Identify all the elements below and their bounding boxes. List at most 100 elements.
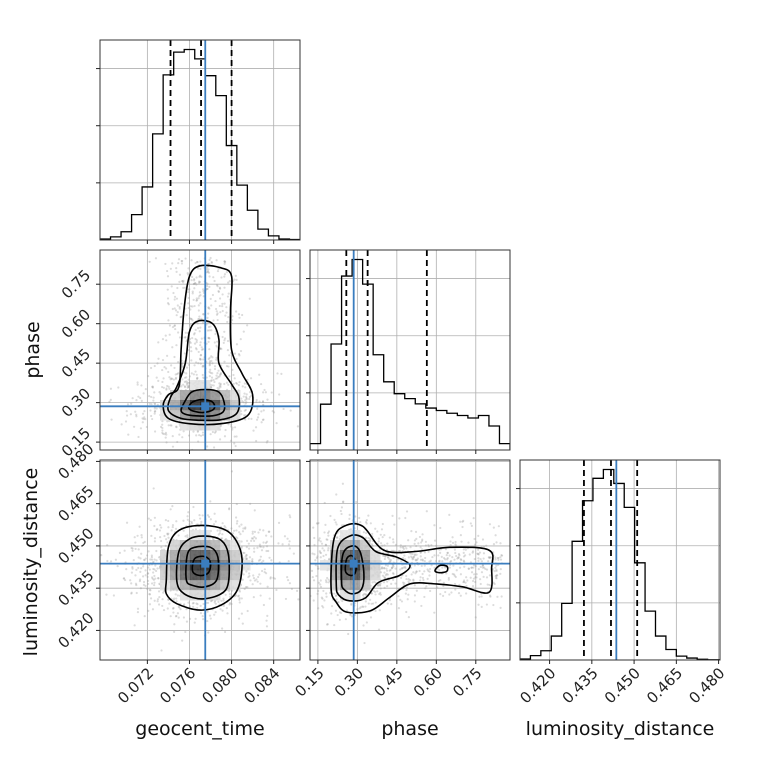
sample-point <box>109 398 112 401</box>
sample-point <box>455 554 458 558</box>
sample-point <box>460 540 463 543</box>
sample-point <box>169 508 172 511</box>
sample-point <box>280 372 283 376</box>
sample-point <box>207 357 210 361</box>
sample-point <box>171 377 174 380</box>
sample-point <box>426 568 429 571</box>
sample-point <box>240 612 243 615</box>
sample-point <box>319 551 322 554</box>
sample-point <box>202 313 205 316</box>
sample-point <box>130 571 134 574</box>
sample-point <box>161 604 164 608</box>
sample-point <box>334 594 337 598</box>
sample-point <box>458 566 462 569</box>
sample-point <box>175 314 178 317</box>
sample-point <box>176 440 179 444</box>
density-cell <box>220 390 231 401</box>
sample-point <box>208 374 211 378</box>
density-cell <box>210 420 221 431</box>
density-cell <box>360 550 371 561</box>
sample-point <box>201 348 205 351</box>
sample-point <box>226 295 230 298</box>
sample-point <box>407 578 410 581</box>
sample-point <box>188 337 192 341</box>
sample-point <box>391 538 395 541</box>
sample-point <box>423 551 427 554</box>
sample-point <box>223 262 226 265</box>
sample-point <box>195 348 198 351</box>
sample-point <box>398 549 402 552</box>
sample-point <box>260 410 263 413</box>
sample-point <box>270 559 273 562</box>
sample-point <box>217 290 220 293</box>
sample-point <box>187 385 190 389</box>
sample-point <box>218 297 222 300</box>
sample-point <box>295 589 299 593</box>
grid-phase <box>310 250 510 450</box>
sample-point <box>235 343 239 346</box>
sample-point <box>328 557 331 560</box>
sample-point <box>173 295 177 298</box>
sample-point <box>244 526 247 529</box>
sample-point <box>202 602 205 606</box>
sample-point <box>225 306 228 309</box>
sample-point <box>257 575 260 579</box>
sample-point <box>265 441 268 444</box>
sample-point <box>118 551 121 554</box>
sample-point <box>256 546 259 549</box>
sample-point <box>361 605 364 608</box>
sample-point <box>480 560 483 563</box>
sample-point <box>499 568 502 571</box>
sample-point <box>289 409 292 412</box>
sample-point <box>195 283 198 286</box>
sample-point <box>191 602 195 605</box>
sample-point <box>470 566 473 569</box>
sample-point <box>197 440 200 443</box>
sample-point <box>494 575 497 578</box>
sample-point <box>252 596 255 599</box>
sample-point <box>423 595 426 599</box>
sample-point <box>315 522 319 525</box>
sample-point <box>383 544 386 547</box>
sample-point <box>243 587 246 591</box>
sample-point <box>179 608 182 611</box>
sample-point <box>209 297 212 300</box>
sample-point <box>149 366 153 370</box>
sample-point <box>188 340 191 343</box>
sample-point <box>258 573 261 576</box>
sample-point <box>153 430 157 433</box>
density-cell <box>160 550 171 561</box>
sample-point <box>201 615 204 618</box>
sample-point <box>217 290 220 293</box>
sample-point <box>195 297 198 300</box>
sample-point <box>313 553 316 556</box>
xtick-label-phase: 0.60 <box>410 664 446 700</box>
xtick-label-luminosity-distance: 0.480 <box>685 664 728 707</box>
sample-point <box>154 564 157 567</box>
sample-point <box>262 559 265 562</box>
sample-point <box>200 275 203 279</box>
sample-point <box>425 510 428 513</box>
sample-point <box>225 607 228 610</box>
sample-point <box>344 618 347 621</box>
sample-point <box>336 536 339 539</box>
sample-point <box>231 426 234 429</box>
density-cell <box>180 420 191 431</box>
sample-point <box>330 612 333 615</box>
sample-point <box>122 577 125 580</box>
sample-point <box>462 548 465 551</box>
sample-point <box>219 347 222 350</box>
sample-point <box>164 334 167 337</box>
sample-point <box>218 304 221 308</box>
sample-point <box>445 572 448 575</box>
sample-point <box>218 387 221 390</box>
sample-point <box>223 339 226 342</box>
sample-point <box>433 554 436 557</box>
panel-frame-luminosity-distance <box>519 459 721 661</box>
panel-frame-phase <box>309 249 511 451</box>
sample-point <box>244 586 248 589</box>
sample-point <box>208 348 211 351</box>
sample-point <box>211 362 214 365</box>
sample-point <box>124 420 128 423</box>
sample-point <box>223 302 226 305</box>
